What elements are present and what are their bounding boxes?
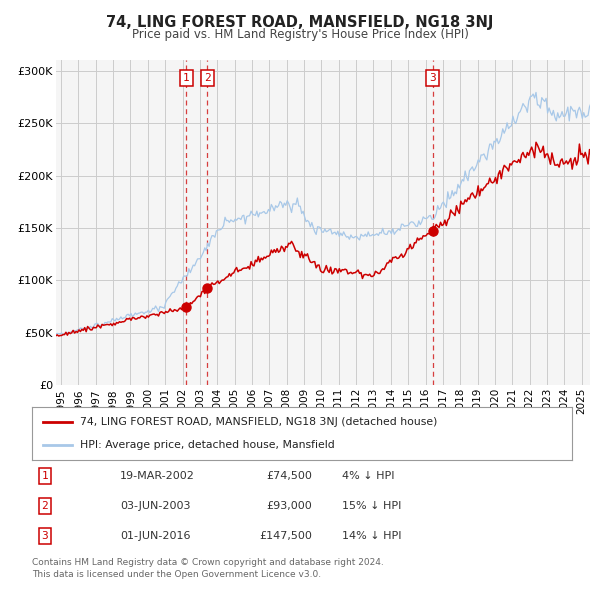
Text: 3: 3 [430, 73, 436, 83]
Text: £147,500: £147,500 [259, 532, 312, 541]
Text: 15% ↓ HPI: 15% ↓ HPI [342, 502, 401, 511]
Text: 74, LING FOREST ROAD, MANSFIELD, NG18 3NJ (detached house): 74, LING FOREST ROAD, MANSFIELD, NG18 3N… [80, 417, 438, 427]
Text: Price paid vs. HM Land Registry's House Price Index (HPI): Price paid vs. HM Land Registry's House … [131, 28, 469, 41]
Text: 74, LING FOREST ROAD, MANSFIELD, NG18 3NJ: 74, LING FOREST ROAD, MANSFIELD, NG18 3N… [106, 15, 494, 30]
Text: £74,500: £74,500 [266, 471, 312, 481]
Text: This data is licensed under the Open Government Licence v3.0.: This data is licensed under the Open Gov… [32, 570, 321, 579]
Text: 14% ↓ HPI: 14% ↓ HPI [342, 532, 401, 541]
Text: HPI: Average price, detached house, Mansfield: HPI: Average price, detached house, Mans… [80, 440, 335, 450]
Text: 2: 2 [41, 502, 49, 511]
Text: 1: 1 [41, 471, 49, 481]
Text: 3: 3 [41, 532, 49, 541]
Text: 4% ↓ HPI: 4% ↓ HPI [342, 471, 395, 481]
Text: £93,000: £93,000 [266, 502, 312, 511]
Text: 03-JUN-2003: 03-JUN-2003 [120, 502, 191, 511]
Text: 19-MAR-2002: 19-MAR-2002 [120, 471, 195, 481]
Text: 1: 1 [183, 73, 190, 83]
Text: Contains HM Land Registry data © Crown copyright and database right 2024.: Contains HM Land Registry data © Crown c… [32, 558, 383, 568]
Text: 01-JUN-2016: 01-JUN-2016 [120, 532, 191, 541]
Text: 2: 2 [204, 73, 211, 83]
